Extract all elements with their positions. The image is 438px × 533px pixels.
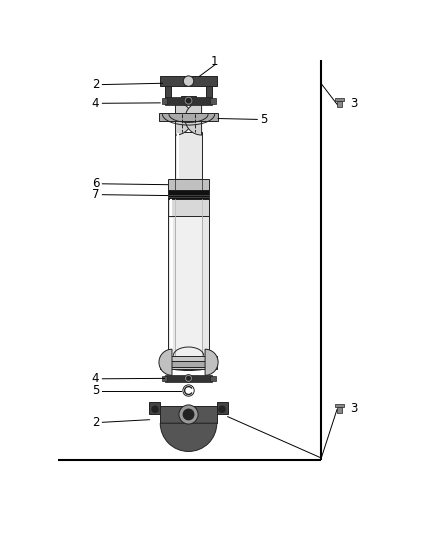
- Bar: [175, 216, 202, 367]
- Circle shape: [184, 96, 193, 105]
- Circle shape: [185, 375, 192, 382]
- Bar: [165, 375, 212, 382]
- Text: 4: 4: [92, 372, 99, 385]
- Circle shape: [184, 76, 194, 86]
- Bar: [337, 101, 342, 107]
- Polygon shape: [165, 86, 171, 97]
- Polygon shape: [206, 86, 212, 97]
- Bar: [160, 356, 217, 369]
- Bar: [335, 403, 344, 407]
- Text: 7: 7: [92, 188, 99, 201]
- Bar: [162, 98, 167, 104]
- Circle shape: [152, 406, 158, 413]
- Bar: [210, 376, 215, 382]
- Text: 1: 1: [211, 55, 219, 68]
- Bar: [210, 98, 215, 104]
- Circle shape: [179, 405, 198, 424]
- Wedge shape: [185, 102, 201, 135]
- Wedge shape: [205, 349, 218, 375]
- Bar: [175, 132, 202, 180]
- Text: 2: 2: [92, 416, 99, 429]
- Bar: [160, 361, 217, 367]
- Bar: [162, 376, 167, 382]
- Wedge shape: [159, 349, 172, 375]
- Bar: [337, 407, 342, 413]
- Text: 4: 4: [92, 97, 99, 110]
- Bar: [160, 406, 217, 423]
- Text: 3: 3: [350, 402, 358, 415]
- Text: 2: 2: [92, 78, 99, 91]
- Bar: [181, 96, 196, 101]
- Wedge shape: [160, 423, 217, 451]
- Wedge shape: [176, 102, 192, 135]
- Circle shape: [187, 377, 190, 380]
- Bar: [159, 113, 218, 120]
- Circle shape: [183, 385, 194, 396]
- Bar: [168, 199, 209, 216]
- Bar: [217, 402, 228, 415]
- Bar: [160, 76, 217, 86]
- Circle shape: [184, 409, 194, 419]
- Text: 6: 6: [92, 177, 99, 190]
- Bar: [165, 97, 212, 104]
- Bar: [168, 190, 209, 199]
- Bar: [168, 216, 209, 367]
- Bar: [335, 98, 344, 101]
- Text: 3: 3: [350, 97, 358, 110]
- Bar: [168, 180, 209, 190]
- Circle shape: [219, 406, 225, 413]
- Text: 5: 5: [260, 113, 268, 126]
- Bar: [149, 402, 160, 415]
- Circle shape: [186, 99, 191, 103]
- Text: 5: 5: [92, 384, 99, 397]
